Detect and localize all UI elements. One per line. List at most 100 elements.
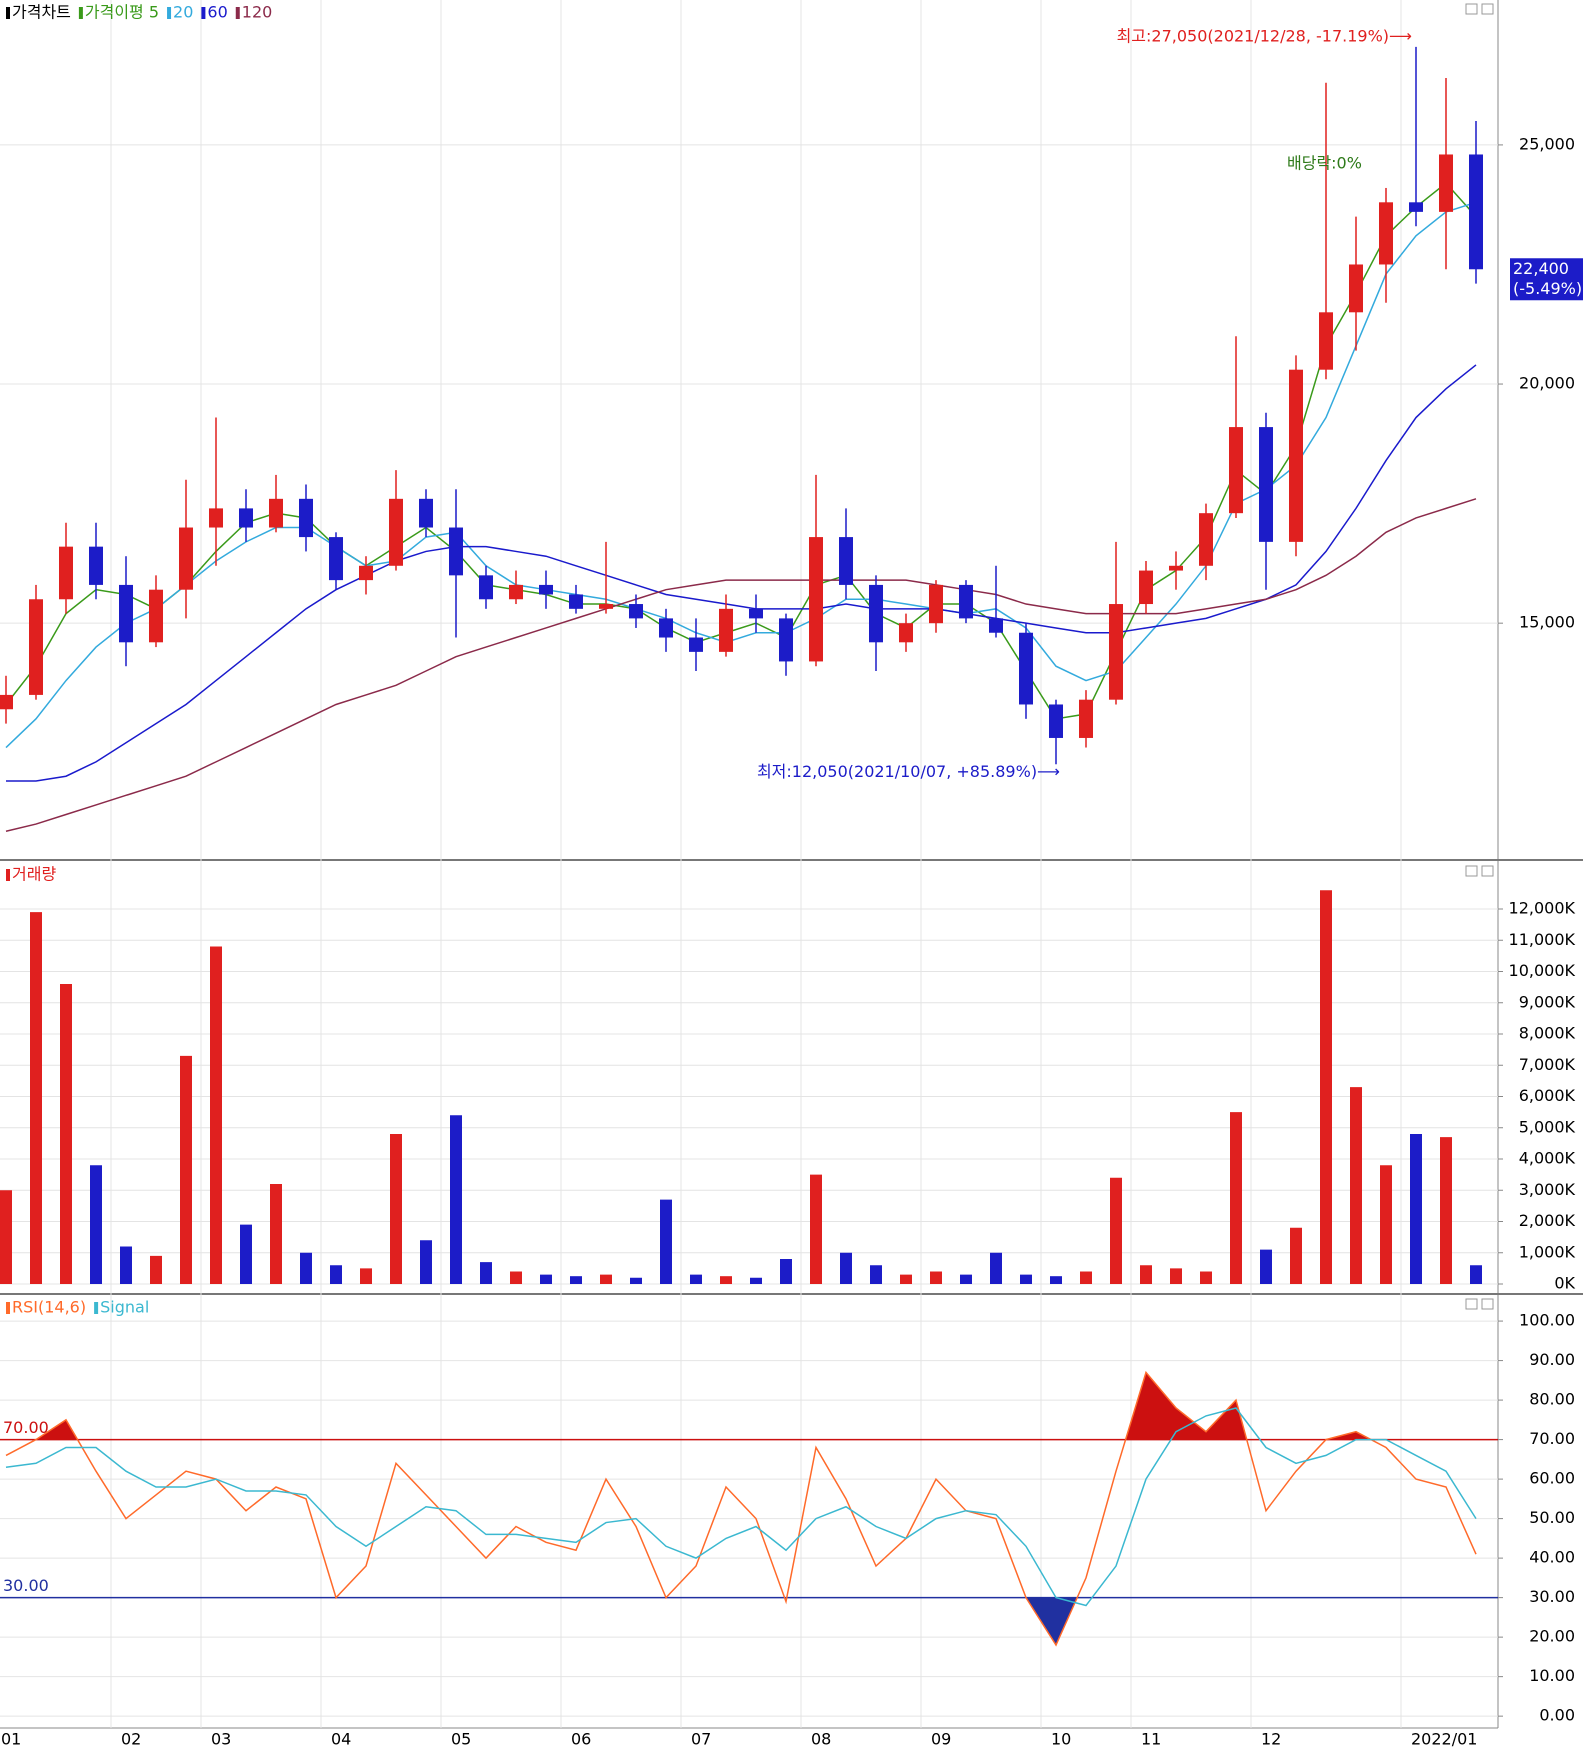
candle-body — [689, 637, 703, 652]
volume-bar — [60, 984, 72, 1284]
volume-bar — [510, 1271, 522, 1284]
volume-bar — [1110, 1177, 1122, 1284]
candle-body — [629, 604, 643, 619]
volume-bar — [1320, 890, 1332, 1284]
candle-body — [239, 508, 253, 528]
y-tick-label: 40.00 — [1529, 1548, 1575, 1567]
y-tick-label: 90.00 — [1529, 1350, 1575, 1369]
moving-average-line — [5, 498, 1477, 832]
volume-bar — [1080, 1271, 1092, 1284]
candle-body — [389, 498, 403, 566]
button-restore[interactable] — [1465, 865, 1478, 877]
volume-bar — [630, 1277, 642, 1284]
x-tick-label: 2022/01 — [1411, 1730, 1477, 1749]
volume-bar — [270, 1184, 282, 1284]
y-tick-label: 0K — [1554, 1274, 1575, 1293]
legend-swatch — [6, 1302, 10, 1314]
candle-body — [989, 618, 1003, 633]
button-close[interactable] — [1481, 3, 1494, 15]
candle-body — [599, 604, 613, 609]
legend-swatch — [235, 7, 240, 19]
candle-body — [449, 527, 463, 576]
volume-bar — [720, 1276, 732, 1284]
volume-bar — [840, 1252, 852, 1284]
candle-body — [1079, 699, 1093, 738]
candle-body — [839, 537, 853, 585]
candle-body — [1349, 264, 1363, 313]
candle-body — [1259, 427, 1273, 542]
y-tick-label: 60.00 — [1529, 1469, 1575, 1488]
candle-body — [1139, 570, 1153, 605]
candle-body — [89, 546, 103, 585]
volume-bar — [0, 1190, 12, 1284]
candle-body — [1109, 604, 1123, 700]
volume-bar — [1290, 1227, 1302, 1284]
legend-label: 거래량 — [12, 865, 56, 884]
button-restore[interactable] — [1465, 3, 1478, 15]
legend-swatch — [6, 869, 10, 881]
candle-body — [1229, 427, 1243, 514]
candle-body — [719, 608, 733, 652]
y-tick-label: 20.00 — [1529, 1627, 1575, 1646]
volume-bar — [180, 1055, 192, 1284]
volume-bar — [1140, 1265, 1152, 1284]
moving-average-line — [5, 201, 1477, 749]
volume-bar — [360, 1268, 372, 1284]
candle-body — [59, 546, 73, 600]
candle-body — [779, 618, 793, 662]
legend-label: Signal — [100, 1298, 149, 1317]
x-tick-label: 06 — [571, 1730, 591, 1749]
volume-bar — [780, 1259, 792, 1284]
volume-bar — [150, 1255, 162, 1284]
volume-bar — [930, 1271, 942, 1284]
y-tick-label: 10,000K — [1509, 961, 1576, 980]
candle-body — [1409, 202, 1423, 212]
candle-body — [1319, 312, 1333, 370]
volume-bar — [300, 1252, 312, 1284]
volume-bar — [1410, 1134, 1422, 1284]
y-tick-label: 4,000K — [1519, 1149, 1576, 1168]
volume-bar — [450, 1115, 462, 1284]
y-tick-label: 3,000K — [1519, 1180, 1576, 1199]
button-close[interactable] — [1481, 1298, 1494, 1310]
y-tick-label: 15,000 — [1519, 613, 1575, 632]
candle-body — [659, 618, 673, 638]
x-tick-label: 05 — [451, 1730, 471, 1749]
volume-bar — [750, 1277, 762, 1284]
y-tick-label: 10.00 — [1529, 1666, 1575, 1685]
candle-body — [959, 584, 973, 619]
button-restore[interactable] — [1465, 1298, 1478, 1310]
candle-body — [539, 584, 553, 595]
y-tick-label: 5,000K — [1519, 1117, 1576, 1136]
candle-body — [359, 565, 373, 581]
volume-bar — [570, 1276, 582, 1284]
y-tick-label: 0.00 — [1539, 1706, 1575, 1725]
y-tick-label: 80.00 — [1529, 1390, 1575, 1409]
candle-body — [179, 527, 193, 590]
y-tick-label: 9,000K — [1519, 992, 1576, 1011]
button-close[interactable] — [1481, 865, 1494, 877]
y-tick-label: 1,000K — [1519, 1242, 1576, 1261]
legend-swatch — [94, 1302, 99, 1314]
annotation-dividend: 배당락:0% — [1287, 154, 1362, 173]
y-tick-label: 100.00 — [1519, 1311, 1575, 1330]
volume-bar — [1200, 1271, 1212, 1284]
candle-body — [1199, 513, 1213, 566]
volume-bar — [1050, 1276, 1062, 1284]
legend-label: 60 — [207, 3, 227, 22]
x-tick-label: 10 — [1051, 1730, 1071, 1749]
candle-body — [569, 594, 583, 609]
candle-body — [269, 498, 283, 528]
rsi-level-label: 70.00 — [3, 1418, 49, 1437]
volume-bar — [960, 1274, 972, 1284]
volume-bar — [480, 1262, 492, 1284]
volume-bar — [1230, 1112, 1242, 1284]
candle-body — [419, 498, 433, 528]
candle-body — [119, 584, 133, 643]
rsi-line — [5, 1370, 1477, 1647]
y-tick-label: 70.00 — [1529, 1429, 1575, 1448]
candle-body — [749, 608, 763, 619]
x-tick-label: 04 — [331, 1730, 351, 1749]
candle-body — [1469, 154, 1483, 270]
last-price-box — [1510, 258, 1583, 301]
